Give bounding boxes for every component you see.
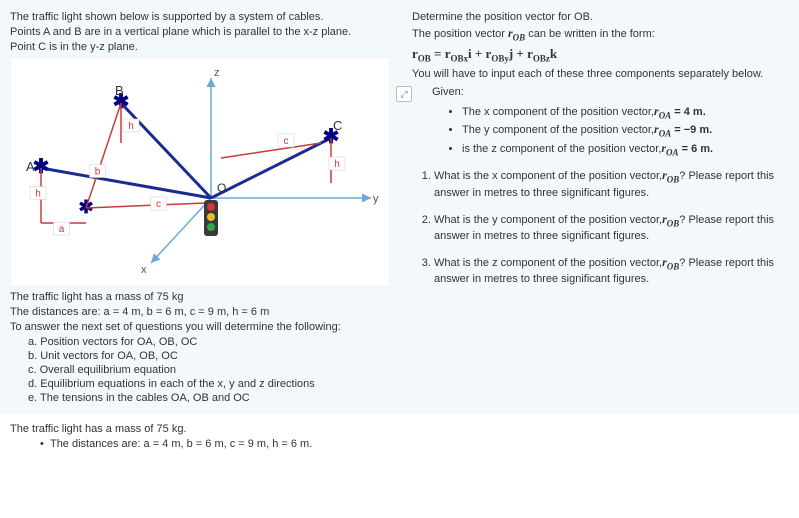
form-line: The position vector rOB can be written i… <box>412 26 787 42</box>
rob-symbol: rOB <box>508 26 525 40</box>
ob-title: Determine the position vector for OB. <box>412 11 787 23</box>
diagram: zyx✱✱✱✱ABCOhabhchc <box>10 57 390 287</box>
given-3: is the z component of the position vecto… <box>462 141 787 157</box>
svg-text:c: c <box>284 136 289 147</box>
svg-text:c: c <box>156 199 161 210</box>
steps-list: a. Position vectors for OA, OB, OC b. Un… <box>28 336 390 404</box>
svg-text:O: O <box>217 181 226 195</box>
question-1: What is the x component of the position … <box>434 167 787 200</box>
svg-text:y: y <box>373 193 379 205</box>
problem-panel: The traffic light shown below is support… <box>0 0 400 414</box>
svg-text:a: a <box>59 224 65 235</box>
step-a: a. Position vectors for OA, OB, OC <box>28 336 390 348</box>
question-list: What is the x component of the position … <box>434 167 787 287</box>
question-panel: ⤢ Determine the position vector for OB. … <box>400 0 799 414</box>
svg-text:h: h <box>128 121 134 132</box>
summary-below: The traffic light has a mass of 75 kg. •… <box>0 414 400 459</box>
intro-2: Points A and B are in a vertical plane w… <box>10 26 390 38</box>
expand-icon[interactable]: ⤢ <box>396 86 412 102</box>
given-1: The x component of the position vector,r… <box>462 104 787 120</box>
given-2: The y component of the position vector,r… <box>462 122 787 138</box>
svg-text:x: x <box>141 264 147 276</box>
intro-1: The traffic light shown below is support… <box>10 11 390 23</box>
svg-text:A: A <box>26 159 35 174</box>
question-3: What is the z component of the position … <box>434 254 787 287</box>
svg-text:B: B <box>115 83 124 98</box>
given-list: The x component of the position vector,r… <box>462 104 787 157</box>
below-mass: The traffic light has a mass of 75 kg. <box>10 423 390 435</box>
mass-line: The traffic light has a mass of 75 kg <box>10 291 390 303</box>
step-e: e. The tensions in the cables OA, OB and… <box>28 392 390 404</box>
form-post: can be written in the form: <box>525 28 655 40</box>
intro-3: Point C is in the y-z plane. <box>10 41 390 53</box>
svg-text:z: z <box>214 67 220 79</box>
step-b: b. Unit vectors for OA, OB, OC <box>28 350 390 362</box>
form-pre: The position vector <box>412 28 508 40</box>
given-label: Given: <box>432 86 787 98</box>
svg-text:h: h <box>334 159 340 170</box>
given-block: Given: The x component of the position v… <box>432 86 787 157</box>
equation: rOB = rOBxi + rOByj + rOBzk <box>412 46 787 64</box>
svg-text:h: h <box>35 189 41 200</box>
question-2: What is the y component of the position … <box>434 211 787 244</box>
step-c: c. Overall equilibrium equation <box>28 364 390 376</box>
below-bullet: • The distances are: a = 4 m, b = 6 m, c… <box>40 438 390 450</box>
svg-text:b: b <box>95 167 101 178</box>
step-d: d. Equilibrium equations in each of the … <box>28 378 390 390</box>
svg-text:C: C <box>333 118 342 133</box>
distances-line: The distances are: a = 4 m, b = 6 m, c =… <box>10 306 390 318</box>
next-set-line: To answer the next set of questions you … <box>10 321 390 333</box>
input-line: You will have to input each of these thr… <box>412 68 787 80</box>
